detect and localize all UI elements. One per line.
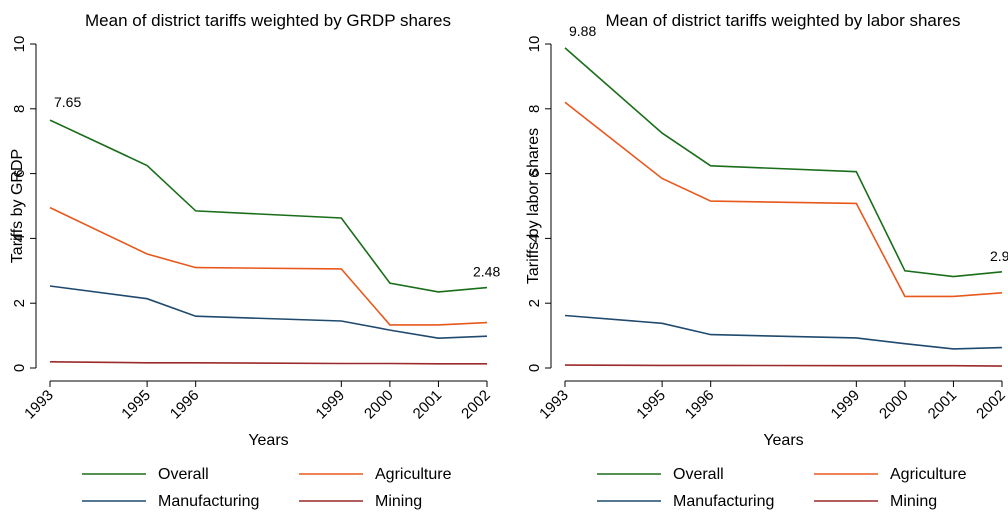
- panel1-x-axis-label: Years: [248, 432, 288, 449]
- panel2-series-manufacturing-line: [564, 314, 1003, 350]
- panel1-x-tick-label: 1999: [313, 387, 349, 423]
- panel1-series-mining-line: [49, 361, 487, 365]
- panel2-y-tick-label: 8: [526, 105, 543, 113]
- panel1-x-tick-label: 1993: [21, 387, 57, 423]
- panel2-legend-label-agriculture: Agriculture: [890, 466, 967, 483]
- panel2-x-tick-label: 2002: [973, 387, 1008, 423]
- panel2-x-tick-label: 1999: [828, 387, 864, 423]
- panel1-x-tick-label: 1995: [118, 387, 154, 423]
- panel1-legend-label-agriculture: Agriculture: [375, 466, 452, 483]
- panel2-y-tick-label: 10: [526, 36, 543, 53]
- panel2-legend-label-manufacturing: Manufacturing: [673, 493, 774, 510]
- panel1-series-manufacturing-line: [49, 285, 488, 340]
- panel1-y-tick-label: 2: [11, 299, 28, 307]
- panel1-series-agriculture-line: [49, 206, 488, 326]
- panel1-series-overall-line: [49, 119, 488, 293]
- panel1-data-label: 7.65: [54, 94, 81, 110]
- panel2-x-tick-label: 2001: [925, 387, 961, 423]
- panel1-y-tick-label: 0: [11, 364, 28, 372]
- panel1-x-tick-label: 2002: [458, 387, 494, 423]
- panel2-legend-label-overall: Overall: [673, 466, 724, 483]
- panel1-y-tick-label: 10: [11, 36, 28, 53]
- panel2-series-agriculture-line: [564, 101, 1003, 298]
- panel2-chart-title: Mean of district tariffs weighted by lab…: [606, 11, 961, 30]
- panel1-y-tick-label: 4: [11, 234, 28, 242]
- panel1-x-tick-label: 1996: [167, 387, 203, 423]
- panel1-data-label: 2.48: [473, 264, 500, 280]
- panel2-data-label: 2.97: [990, 248, 1008, 264]
- panel2-x-tick-label: 2000: [876, 387, 912, 423]
- panel2-data-label: 9.88: [569, 23, 596, 39]
- panel1-y-tick-label: 6: [11, 169, 28, 177]
- panel1-chart-title: Mean of district tariffs weighted by GRD…: [85, 11, 451, 30]
- panel2-y-axis-label: Tariffs by labor shares: [525, 128, 542, 284]
- panel2-x-tick-label: 1996: [682, 387, 718, 423]
- panel2-y-tick-label: 6: [526, 169, 543, 177]
- panel1-legend-label-mining: Mining: [375, 493, 422, 510]
- panel2-series-mining-line: [564, 364, 1003, 367]
- panel1-y-axis-label: Tariffs by GRDP: [9, 149, 26, 263]
- panel2-x-tick-label: 1993: [536, 387, 572, 423]
- panel1-legend-label-overall: Overall: [158, 466, 209, 483]
- panel1-x-tick-label: 2001: [410, 387, 446, 423]
- panel2-x-tick-label: 1995: [633, 387, 669, 423]
- panel2-y-tick-label: 2: [526, 299, 543, 307]
- panel2-y-tick-label: 0: [526, 364, 543, 372]
- panel1-x-tick-label: 2000: [361, 387, 397, 423]
- panel1-legend-label-manufacturing: Manufacturing: [158, 493, 259, 510]
- panel2-x-axis-label: Years: [763, 432, 803, 449]
- panel1-y-tick-label: 8: [11, 105, 28, 113]
- panel2-y-tick-label: 4: [526, 234, 543, 242]
- panel2-series-overall-line: [564, 47, 1003, 278]
- panel2-legend-label-mining: Mining: [890, 493, 937, 510]
